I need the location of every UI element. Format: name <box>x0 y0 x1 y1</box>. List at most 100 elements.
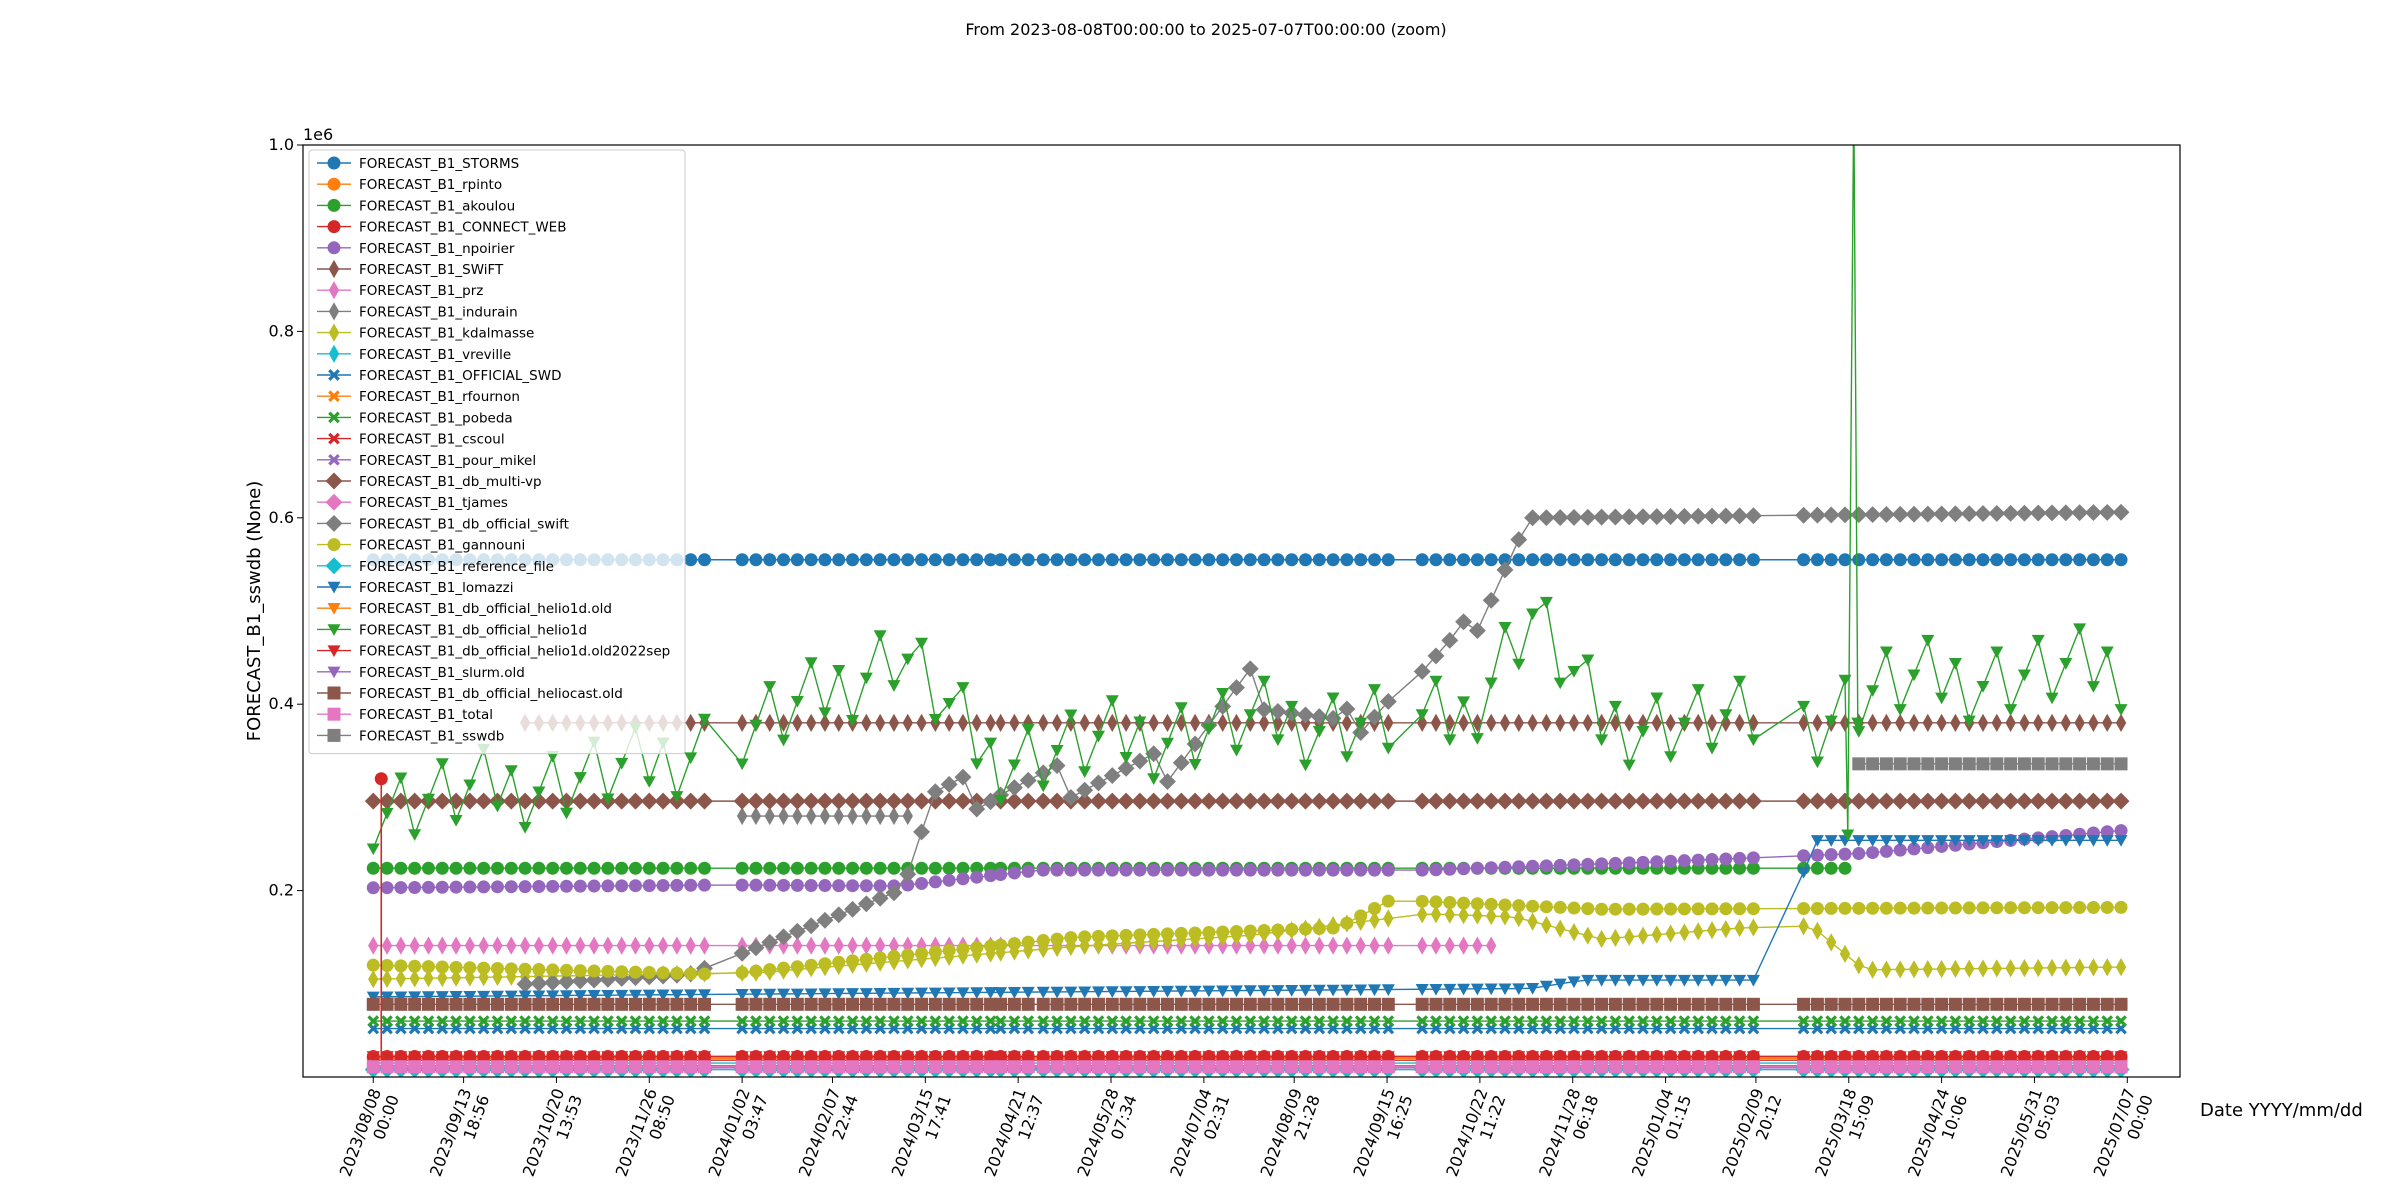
data-point <box>1455 792 1473 810</box>
data-point <box>1990 835 2004 847</box>
data-point <box>873 879 887 893</box>
data-point <box>885 792 903 810</box>
data-point <box>1202 985 1216 998</box>
data-point <box>1703 792 1721 810</box>
data-point <box>1746 974 1760 987</box>
data-point <box>901 878 915 892</box>
data-point <box>790 695 804 708</box>
data-point <box>1609 1015 1622 1027</box>
data-point <box>1366 708 1383 726</box>
data-point <box>832 955 846 969</box>
data-point <box>1622 1060 1636 1074</box>
data-point <box>1851 717 1865 730</box>
data-point <box>435 997 449 1011</box>
data-point <box>1962 997 1976 1011</box>
data-point <box>1297 792 1314 810</box>
data-point <box>1512 553 1526 567</box>
data-point <box>833 936 844 955</box>
data-point <box>1539 1060 1553 1074</box>
data-point <box>1608 856 1622 870</box>
data-point <box>366 881 380 895</box>
legend-label: FORECAST_B1_db_official_helio1d.old <box>359 601 612 617</box>
data-point <box>1484 553 1498 567</box>
data-point <box>1429 983 1443 996</box>
data-point <box>1852 847 1866 861</box>
data-point <box>491 1015 504 1027</box>
data-point <box>1214 792 1232 810</box>
data-point <box>832 1060 846 1074</box>
data-point <box>2032 1015 2045 1027</box>
data-point <box>1526 982 1540 995</box>
data-point <box>1879 901 1893 915</box>
data-point <box>1581 974 1595 987</box>
data-point <box>421 1051 435 1063</box>
data-point <box>1107 713 1118 732</box>
legend-marker <box>328 344 340 363</box>
data-point <box>1367 684 1381 696</box>
data-point <box>1255 792 1273 810</box>
data-point <box>1381 742 1395 755</box>
data-point <box>2060 958 2072 977</box>
data-point <box>763 1015 776 1027</box>
data-point <box>1664 854 1678 868</box>
data-point <box>1229 744 1243 757</box>
data-point <box>846 1015 859 1027</box>
data-point <box>1748 918 1759 937</box>
data-point <box>1007 987 1021 999</box>
data-point <box>1733 1015 1746 1027</box>
data-point <box>1484 997 1498 1011</box>
data-point <box>449 814 463 827</box>
data-point <box>628 879 642 893</box>
x-axis-label: Date YYYY/mm/dd <box>2200 1100 2363 1121</box>
data-point <box>957 1015 969 1027</box>
data-point <box>698 1015 711 1027</box>
data-point <box>861 806 872 826</box>
data-point <box>1312 726 1326 738</box>
data-point <box>1160 1051 1174 1063</box>
data-point <box>504 765 518 777</box>
data-point <box>2018 1015 2031 1027</box>
data-point <box>408 997 422 1011</box>
data-point <box>1648 792 1666 810</box>
data-point <box>1705 997 1719 1011</box>
data-point <box>2100 900 2114 914</box>
x-tick-label: 2025/01/0401:15 <box>1628 1086 1695 1186</box>
data-point <box>1636 974 1650 987</box>
data-point <box>1991 713 2003 732</box>
data-point <box>1133 863 1147 877</box>
series-FORECAST_B1_indurain <box>736 806 913 826</box>
data-point <box>2073 835 2087 847</box>
legend-item: FORECAST_B1_gannouni <box>317 538 525 554</box>
data-point <box>368 970 379 989</box>
data-point <box>1007 553 1021 567</box>
data-point <box>1636 855 1650 869</box>
data-point <box>697 553 711 567</box>
data-point <box>1733 997 1747 1011</box>
data-point <box>1567 666 1581 678</box>
data-point <box>1078 986 1092 999</box>
data-point <box>506 936 517 955</box>
data-point <box>763 861 777 875</box>
data-point <box>1415 894 1429 908</box>
data-point <box>2017 901 2031 915</box>
data-point <box>380 881 394 895</box>
data-point <box>1539 596 1553 609</box>
data-point <box>1172 754 1190 772</box>
data-point <box>956 682 970 694</box>
data-point <box>887 680 901 692</box>
data-point <box>1717 507 1735 525</box>
data-point <box>490 1051 504 1063</box>
legend-label: FORECAST_B1_db_official_swift <box>359 516 569 532</box>
data-point <box>1541 916 1552 935</box>
data-point <box>1133 997 1147 1011</box>
data-point <box>942 873 956 887</box>
data-point <box>1457 696 1471 709</box>
x-tick-label: 2025/03/1815:09 <box>1811 1086 1878 1186</box>
data-point <box>1677 1060 1691 1074</box>
data-point <box>942 944 956 958</box>
data-point <box>1472 936 1483 955</box>
legend-item: FORECAST_B1_kdalmasse <box>317 323 534 342</box>
data-point <box>558 973 575 991</box>
data-point <box>435 1051 449 1063</box>
data-point <box>1021 935 1035 949</box>
